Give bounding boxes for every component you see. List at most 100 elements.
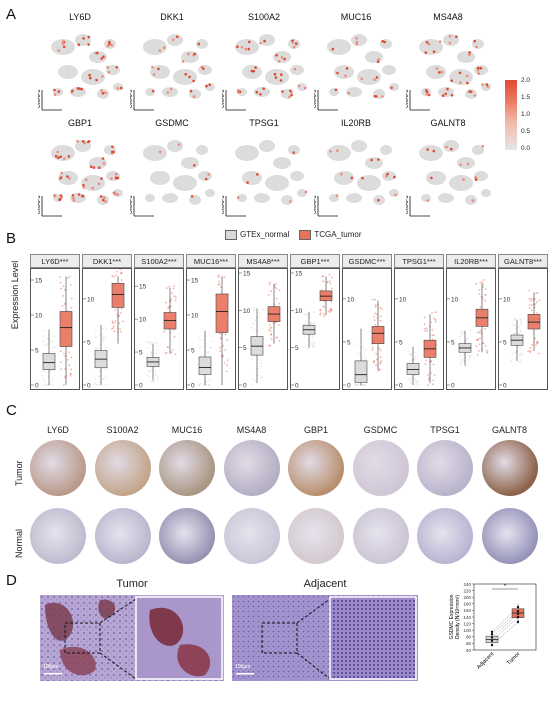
tumor-point [374,306,377,308]
facet-strip-label: MS4A8*** [238,254,288,268]
normal-point [149,341,152,343]
normal-point [409,359,412,362]
umap-y-label: UMAP2 [314,89,318,108]
normal-point [312,311,315,313]
umap-expr-point [336,71,339,75]
normal-point [210,340,212,343]
normal-point [149,380,152,383]
umap-cluster [357,69,381,85]
normal-point [415,381,417,384]
tumor-point [113,324,115,327]
tumor-point [217,275,220,278]
umap-expr-point [236,196,240,199]
umap-expr-point [78,87,81,90]
normal-point [46,384,49,386]
normal-point [519,354,521,356]
facet-panel-2: 0 5 10 15 [134,268,184,390]
tumor-point [530,298,533,300]
tumor-point [223,276,226,279]
tumor-point [528,289,531,292]
dchart-xtick-label: Tumor [506,651,521,666]
normal-point [462,333,464,335]
colorbar-tick: 0.5 [521,128,531,135]
tumor-point [427,373,429,376]
umap-expr-point [476,69,480,72]
normal-point [305,319,308,322]
tumor-point [69,284,72,286]
umap-cluster [259,140,275,152]
tumor-point [486,351,489,353]
tumor-point [322,305,325,307]
normal-point [150,342,152,345]
facet-ytick-label: 10 [295,308,303,315]
tumor-point [63,376,66,379]
umap-y-label: UMAP2 [406,195,410,214]
umap-cluster [281,195,293,205]
umap-expr-point [477,72,480,75]
tumor-point [217,274,220,277]
umap-expr-point [291,41,295,44]
tumor-point [223,362,226,364]
normal-point [42,335,45,337]
tumor-point [482,283,485,285]
umap-cluster [351,34,367,46]
normal-point [313,341,316,344]
umap-cluster [162,87,178,97]
umap-expr-point [208,83,211,87]
umap-expr-point [61,40,65,43]
umap-expr-point [63,157,66,160]
tumor-point [278,339,281,342]
umap-expr-point [256,173,259,176]
umap-cluster [143,145,167,161]
umap-expr-point [82,37,85,40]
tumor-point [481,280,484,283]
umap-expr-point [82,184,85,187]
normal-point [261,376,263,379]
tumor-point [374,312,377,315]
umap-expr-point [381,95,384,98]
tumor-point [70,306,73,309]
normal-point [521,353,524,355]
normal-point [511,322,514,325]
umap-cluster [81,69,105,85]
tumor-point [60,368,62,371]
tumor-point [431,334,434,337]
umap-expr-point [59,176,63,179]
normal-point [520,321,522,323]
normal-point [512,324,515,326]
legend-tumor-label: TCGA_tumor [314,230,362,240]
umap-expr-point [95,78,98,82]
tumor-point [168,285,171,288]
tumor-point [119,268,122,271]
title-tumor: Tumor [116,578,148,590]
tumor-point [426,329,429,332]
panel-d-letter: D [6,572,17,589]
normal-point [149,350,152,353]
umap-expr-point [425,90,429,94]
tumor-point [477,349,480,352]
tumor-point [479,281,482,284]
normal-point [310,342,313,345]
adjacent-point [490,639,494,642]
umap-expr-point [479,66,483,70]
umap-gene-label: MUC16 [340,12,372,22]
umap-expr-point [438,71,441,74]
umap-expr-point [381,40,384,43]
umap-expr-point [446,87,449,91]
tumor-point [528,307,531,309]
tumor-point [535,301,538,304]
normal-point [357,354,359,357]
umap-expr-point [57,156,60,159]
umap-cluster [254,87,270,97]
umap-expr-point [77,43,81,46]
umap-expr-point [89,76,92,80]
tumor-point [59,276,61,278]
facet-panel-9: 0 5 10 [498,268,548,390]
tumor-point [66,358,69,361]
normal-point [102,327,105,330]
normal-point [363,351,366,353]
umap-expr-point [425,92,429,96]
tumor-point [432,334,435,336]
tumor-point [174,299,177,302]
normal-point [514,324,516,326]
